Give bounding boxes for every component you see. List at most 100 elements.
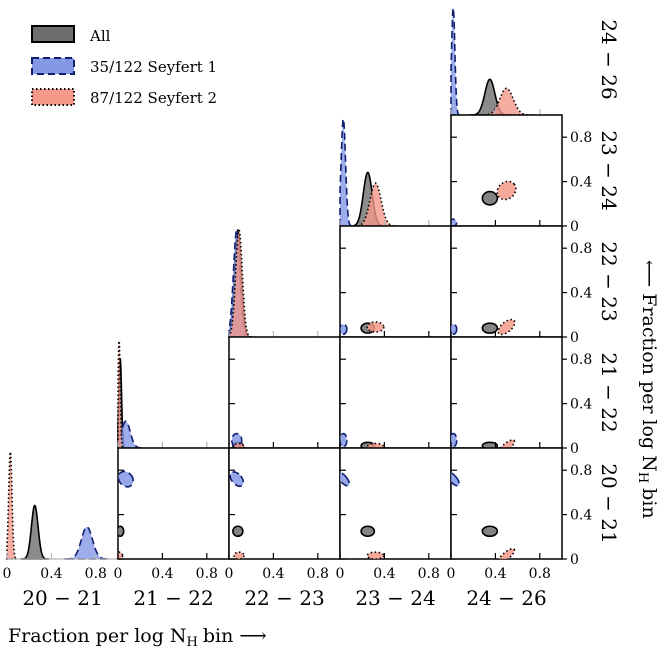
contour-0 xyxy=(232,525,244,538)
panel-frame xyxy=(228,336,341,449)
contour-0 xyxy=(481,322,499,334)
y-axis-title-main: ⟵ Fraction per log N xyxy=(638,260,660,472)
column-bin-label-1: 21 − 22 xyxy=(133,586,213,610)
contour-2 xyxy=(497,547,516,559)
x-tick-label: 0.8 xyxy=(85,566,107,582)
panel-frame xyxy=(339,447,452,560)
legend-swatch-seyfert1 xyxy=(31,57,75,75)
x-tick-label: 0.4 xyxy=(151,566,173,582)
x-tick-label: 0.8 xyxy=(418,566,440,582)
legend-label-seyfert1: 35/122 Seyfert 1 xyxy=(90,58,217,76)
y-tick-label: 0.8 xyxy=(570,463,592,479)
marginal-curve-2 xyxy=(117,339,125,449)
y-axis-title-sub: H xyxy=(635,472,650,483)
legend-label-seyfert2: 87/122 Seyfert 2 xyxy=(90,89,217,107)
column-bin-label-4: 24 − 26 xyxy=(466,586,546,610)
panel-contours xyxy=(229,471,245,559)
marginal-panel-3 xyxy=(339,117,451,227)
marginal-panel-2 xyxy=(228,228,340,338)
row-bin-label-0: 20 − 21 xyxy=(597,463,621,543)
x-axis-title-main: Fraction per log N xyxy=(8,625,187,647)
column-bin-label-2: 22 − 23 xyxy=(244,586,324,610)
y-tick-label: 0.4 xyxy=(570,175,592,191)
y-axis-title: ⟵ Fraction per log NHbin xyxy=(635,260,660,519)
pair-panel-3-3 xyxy=(339,336,452,449)
y-tick-label: 0.4 xyxy=(570,508,592,524)
pair-panel-3-2 xyxy=(228,336,341,449)
panel-contours xyxy=(118,470,134,559)
panel-frame xyxy=(228,447,341,560)
contour-2 xyxy=(118,551,124,559)
panel-frame xyxy=(450,114,563,227)
y-tick-label: 0 xyxy=(570,441,579,457)
pair-panel-4-2: 0 0.4 0.8 xyxy=(225,447,341,582)
y-tick-label: 0.8 xyxy=(570,241,592,257)
panel-contours xyxy=(451,471,516,559)
x-tick-label: 0.8 xyxy=(196,566,218,582)
contour-0 xyxy=(481,190,499,206)
contour-1 xyxy=(340,432,348,448)
x-axis-title-tail: bin ⟶ xyxy=(203,625,267,647)
contour-1 xyxy=(451,218,458,226)
pair-panel-1-4: 0 0.4 0.8 xyxy=(450,114,592,235)
marginal-panel-4 xyxy=(450,6,562,116)
contour-2 xyxy=(497,318,516,336)
contour-2 xyxy=(496,180,517,201)
pair-panel-4-3: 0 0.4 0.8 xyxy=(336,447,452,582)
column-bin-label-3: 23 − 24 xyxy=(355,586,435,610)
panel-frame xyxy=(117,447,230,560)
row-bin-label-4: 24 − 26 xyxy=(597,19,621,99)
pair-panel-4-4: 0 0.4 0.8 0 0.4 0.8 xyxy=(447,447,592,582)
x-tick-label: 0.8 xyxy=(529,566,551,582)
contour-1 xyxy=(451,471,461,487)
panel-contours xyxy=(340,471,385,559)
pair-panel-2-3 xyxy=(339,225,452,338)
contour-2 xyxy=(233,551,245,559)
pair-panel-2-4: 0 0.4 0.8 xyxy=(450,225,592,346)
pair-panel-3-4: 0 0.4 0.8 xyxy=(450,336,592,457)
x-tick-label: 0 xyxy=(3,566,12,582)
panel-contours xyxy=(451,318,516,336)
panel-contours xyxy=(340,321,385,336)
contour-0 xyxy=(481,525,499,538)
marginal-panel-1 xyxy=(117,339,229,449)
contour-0 xyxy=(360,525,376,538)
contour-1 xyxy=(229,471,245,488)
contour-0 xyxy=(118,525,125,538)
x-tick-label: 0.4 xyxy=(484,566,506,582)
panel-frame xyxy=(450,225,563,338)
contour-0 xyxy=(481,441,499,448)
x-axis-title: Fraction per log NH bin ⟶ xyxy=(8,625,267,650)
panel-frame xyxy=(339,225,452,338)
contour-1 xyxy=(118,470,134,488)
marginal-curve-2 xyxy=(352,182,399,227)
legend: All 35/122 Seyfert 1 87/122 Seyfert 2 xyxy=(31,25,217,107)
y-tick-label: 0.8 xyxy=(570,352,592,368)
x-tick-label: 0.8 xyxy=(307,566,329,582)
x-tick-label: 0 xyxy=(225,566,234,582)
column-bin-label-0: 20 − 21 xyxy=(22,586,102,610)
x-tick-label: 0.4 xyxy=(40,566,62,582)
row-bin-label-2: 22 − 23 xyxy=(597,241,621,321)
legend-label-all: All xyxy=(89,27,111,45)
contour-1 xyxy=(340,471,351,487)
panel-contours xyxy=(230,432,245,448)
panel-frame xyxy=(339,336,452,449)
pair-panel-4-1: 0 0.4 0.8 xyxy=(114,447,230,582)
y-axis-title-tail: bin xyxy=(638,488,660,518)
panel-frame xyxy=(450,336,563,449)
panel-contours xyxy=(451,180,517,226)
y-tick-label: 0.8 xyxy=(570,130,592,146)
panel-contours xyxy=(451,432,516,448)
y-tick-label: 0.4 xyxy=(570,286,592,302)
panel-frame xyxy=(450,447,563,560)
y-tick-label: 0.4 xyxy=(570,397,592,413)
contour-1 xyxy=(451,432,458,448)
x-tick-label: 0.4 xyxy=(373,566,395,582)
x-tick-label: 0 xyxy=(336,566,345,582)
row-bin-label-1: 21 − 22 xyxy=(597,352,621,432)
y-tick-label: 0 xyxy=(570,552,579,568)
marginal-curve-2 xyxy=(6,450,18,560)
legend-swatch-seyfert2 xyxy=(31,88,75,106)
row-bin-label-3: 23 − 24 xyxy=(597,130,621,210)
